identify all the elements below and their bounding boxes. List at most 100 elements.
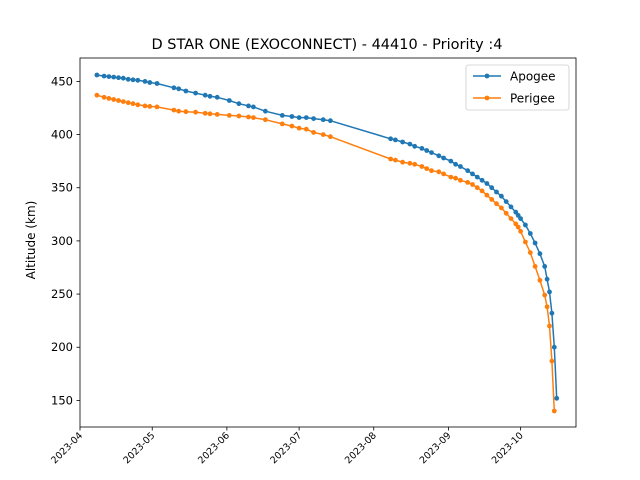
perigee-point: [120, 99, 126, 104]
apogee-point: [106, 74, 112, 79]
apogee-point: [135, 77, 141, 83]
perigee-point: [407, 160, 413, 166]
perigee-point: [542, 292, 548, 298]
apogee-point: [542, 264, 548, 269]
x-tick-label: 2023-06: [196, 430, 232, 466]
apogee-point: [549, 310, 555, 316]
perigee-point: [527, 250, 533, 256]
apogee-point: [246, 103, 251, 109]
perigee-point: [263, 117, 268, 123]
apogee-point: [532, 240, 538, 246]
apogee-point: [303, 115, 309, 120]
apogee-point: [111, 74, 117, 80]
apogee-point: [311, 116, 316, 121]
x-tick-label: 2023-04: [49, 430, 85, 466]
apogee-point: [554, 395, 560, 401]
apogee-point: [537, 251, 543, 257]
perigee-point: [544, 304, 550, 310]
y-tick-label: 300: [51, 234, 73, 248]
perigee-point: [320, 132, 326, 138]
perigee-point: [171, 107, 177, 113]
apogee-point: [400, 139, 405, 145]
apogee-point: [251, 104, 256, 110]
apogee-point: [499, 193, 504, 199]
apogee-point: [142, 79, 148, 84]
apogee-point: [183, 88, 189, 94]
perigee-point: [412, 161, 418, 167]
y-tick-label: 400: [51, 128, 73, 142]
perigee-point: [207, 111, 213, 117]
perigee-point: [328, 134, 333, 140]
x-tick-label: 2023-07: [268, 430, 304, 466]
apogee-point: [226, 98, 232, 103]
perigee-point: [296, 125, 302, 131]
x-tick-label: 2023-09: [418, 430, 454, 466]
apogee-point: [328, 118, 333, 124]
apogee-point: [147, 80, 153, 85]
apogee-point: [470, 171, 475, 177]
perigee-point: [193, 109, 199, 115]
apogee-point: [388, 136, 393, 142]
perigee-point: [436, 169, 442, 175]
apogee-point: [465, 168, 471, 174]
perigee-point: [474, 185, 480, 191]
perigee-point: [176, 108, 182, 114]
y-tick-label: 150: [51, 393, 73, 407]
legend-perigee-marker: [484, 95, 490, 101]
perigee-point: [429, 168, 434, 174]
axes-frame: [79, 57, 577, 428]
perigee-point: [388, 156, 393, 162]
apogee-point: [551, 344, 557, 350]
apogee-point: [154, 81, 160, 86]
x-tick-label: 2023-05: [122, 430, 158, 466]
apogee-point: [429, 150, 434, 156]
perigee-point: [537, 277, 543, 283]
perigee-point: [470, 182, 475, 187]
perigee-point: [101, 94, 107, 100]
apogee-point: [207, 93, 213, 99]
apogee-point: [489, 185, 495, 191]
perigee-point: [499, 205, 504, 211]
perigee-point: [311, 130, 316, 135]
apogee-point: [130, 77, 136, 83]
apogee-point: [171, 85, 177, 91]
perigee-point: [419, 164, 425, 169]
y-tick-label: 250: [51, 287, 73, 301]
apogee-point: [424, 148, 430, 153]
y-axis-label: Altitude (km): [24, 201, 38, 280]
perigee-point: [130, 101, 136, 107]
perigee-point: [142, 103, 148, 109]
perigee-point: [547, 323, 552, 329]
apogee-point: [458, 164, 463, 169]
perigee-point: [289, 123, 295, 129]
perigee-point: [226, 113, 232, 118]
perigee-point: [515, 224, 521, 230]
perigee-point: [111, 97, 117, 102]
apogee-point: [544, 276, 550, 282]
apogee-point: [503, 199, 509, 205]
perigee-point: [549, 358, 555, 364]
perigee-point: [453, 175, 458, 181]
apogee-line: [96, 74, 558, 399]
apogee-point: [474, 174, 480, 180]
apogee-point: [120, 75, 126, 81]
chart-title: D STAR ONE (EXOCONNECT) - 44410 - Priori…: [152, 37, 503, 53]
apogee-point: [527, 231, 533, 236]
apogee-point: [508, 204, 514, 210]
apogee-point: [236, 101, 242, 107]
apogee-point: [484, 181, 490, 186]
apogee-point: [94, 72, 100, 78]
apogee-point: [453, 161, 458, 167]
perigee-point: [503, 210, 509, 216]
y-tick-label: 450: [51, 74, 73, 88]
perigee-point: [448, 174, 454, 180]
apogee-point: [523, 222, 528, 228]
perigee-point: [251, 115, 256, 120]
apogee-point: [263, 108, 268, 114]
perigee-point: [532, 264, 538, 269]
apogee-point: [279, 113, 285, 118]
perigee-point: [518, 228, 523, 234]
perigee-point: [154, 104, 160, 110]
apogee-point: [479, 177, 485, 183]
apogee-point: [125, 76, 131, 82]
